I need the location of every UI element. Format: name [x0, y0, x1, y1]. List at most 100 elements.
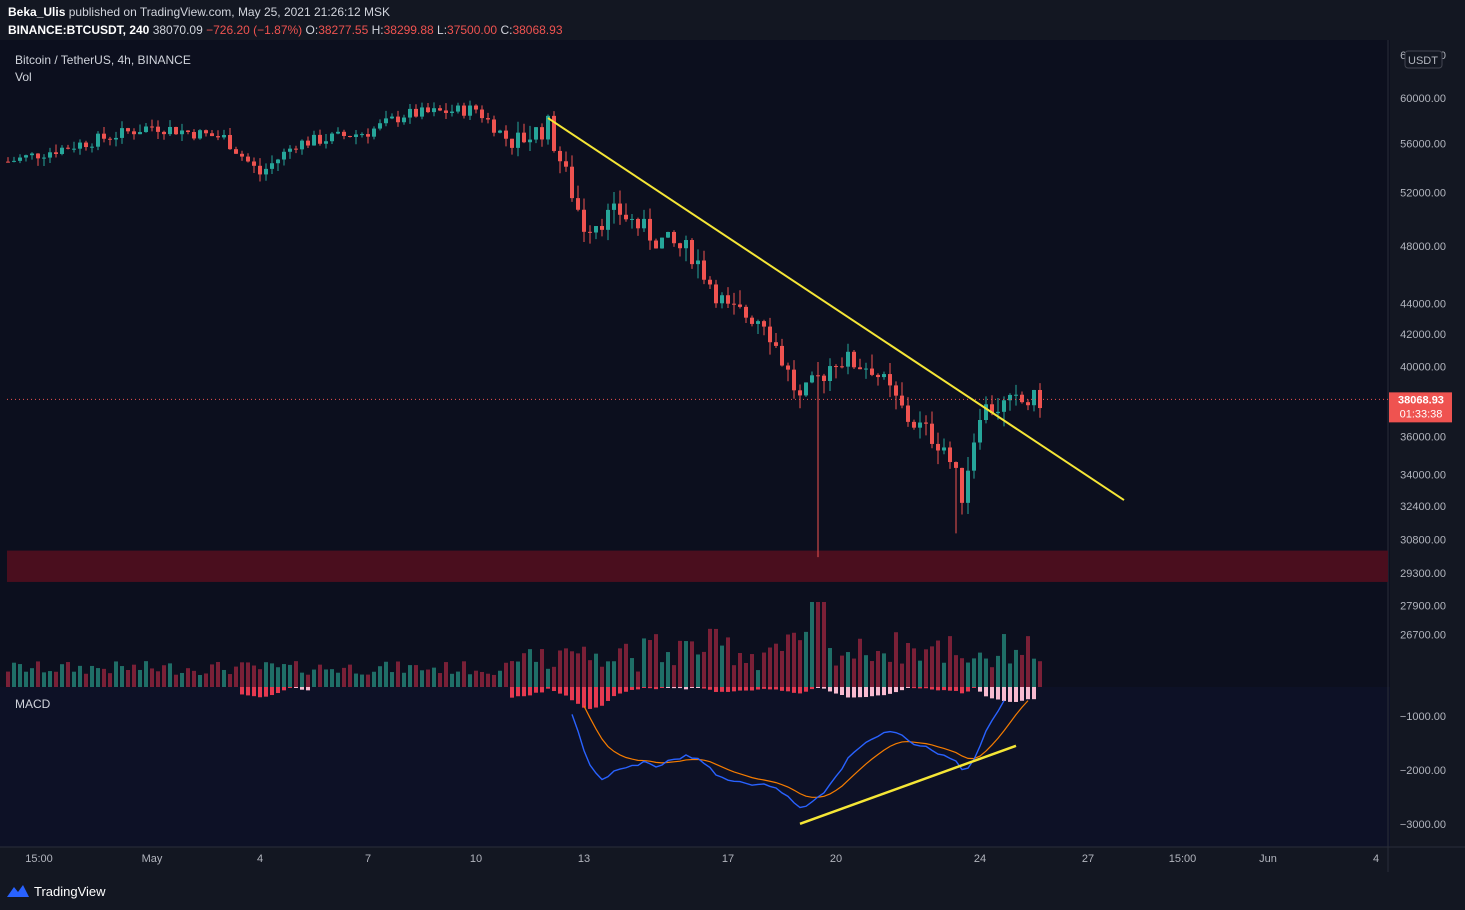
currency-badge[interactable] — [1404, 50, 1443, 69]
macd-hist-bar — [978, 687, 982, 692]
candle-body — [912, 421, 916, 428]
macd-hist-bar — [798, 687, 802, 694]
candle-body — [1002, 400, 1006, 412]
candle-body — [810, 375, 814, 383]
author-name[interactable]: Beka_Ulis — [8, 5, 66, 19]
volume-bar — [822, 602, 826, 687]
macd-axis[interactable]: −1000.00 −2000.00 −3000.00 — [1400, 711, 1446, 831]
candle-body — [228, 134, 232, 150]
volume-bar — [48, 671, 52, 687]
candle-body — [204, 130, 208, 134]
macd-hist-bar — [546, 687, 550, 689]
volume-bar — [186, 668, 190, 687]
macd-hist-bar — [756, 687, 760, 690]
trendline[interactable] — [547, 117, 1125, 501]
chart-canvas[interactable]: Bitcoin / TetherUS, 4h, BINANCE Vol MACD… — [0, 40, 1465, 872]
publish-text: published on TradingView.com, May 25, 20… — [68, 5, 391, 19]
volume-bar — [396, 661, 400, 687]
candle-body — [756, 321, 760, 324]
candle-body — [576, 198, 580, 210]
candle-body — [558, 150, 562, 162]
candle-body — [156, 126, 160, 132]
volume-bar — [594, 653, 598, 687]
volume-bar — [78, 665, 82, 687]
macd-hist-bar — [630, 687, 634, 690]
volume-bar — [540, 649, 544, 687]
volume-bar — [1038, 661, 1042, 687]
tradingview-logo-icon[interactable] — [6, 883, 30, 899]
support-zone[interactable] — [7, 550, 1388, 582]
candle-body — [390, 116, 394, 119]
candle-body — [942, 447, 946, 451]
candle-body — [612, 203, 616, 210]
candle-body — [258, 165, 262, 175]
volume-bar — [90, 665, 94, 687]
macd-hist-bar — [282, 687, 286, 691]
candle-body — [264, 168, 268, 175]
candle-body — [360, 134, 364, 136]
volume-bar — [12, 662, 16, 687]
volume-bar — [942, 662, 946, 687]
macd-hist-bar — [948, 687, 952, 691]
macd-hist-bar — [576, 687, 580, 704]
volume-bar — [798, 640, 802, 687]
candle-body — [840, 366, 844, 368]
candle-body — [366, 134, 370, 137]
volume-bar — [654, 634, 658, 687]
volume-bar — [960, 658, 964, 687]
volume-bar — [192, 670, 196, 687]
macd-hist-bar — [300, 687, 304, 690]
price-tick: 27900.00 — [1400, 600, 1446, 612]
time-axis[interactable]: 15:00 May 4 7 10 13 17 20 24 27 15:00 Jun 4 — [25, 853, 1379, 865]
candles — [6, 100, 1042, 558]
macd-trendline[interactable] — [799, 744, 1017, 826]
volume-bar — [138, 669, 142, 687]
price-tick: 44000.00 — [1400, 298, 1446, 310]
candle-body — [288, 148, 292, 152]
macd-hist-bar — [654, 687, 658, 690]
volume-bar — [60, 664, 64, 687]
macd-hist-bar — [696, 687, 700, 688]
candle-body — [186, 130, 190, 133]
candle-body — [252, 161, 256, 166]
candle-body — [180, 130, 184, 135]
candle-body — [504, 130, 508, 139]
price-tick: 36000.00 — [1400, 431, 1446, 443]
macd-hist-bar — [522, 687, 526, 697]
chart-title: Bitcoin / TetherUS, 4h, BINANCE — [15, 53, 191, 67]
candle-body — [708, 279, 712, 285]
macd-tick: −1000.00 — [1400, 711, 1446, 723]
volume-bar — [126, 669, 130, 687]
macd-hist-bar — [972, 687, 976, 688]
volume-bar — [210, 664, 214, 687]
price-axis[interactable]: 64000.0060000.0056000.0052000.0048000.00… — [1400, 50, 1446, 641]
volume-bar — [792, 632, 796, 687]
volume-bar — [468, 674, 472, 687]
candle-body — [54, 152, 58, 154]
candle-body — [804, 382, 808, 396]
macd-hist-bar — [528, 687, 532, 696]
macd-hist-bar — [570, 687, 574, 701]
volume-bar — [264, 662, 268, 687]
volume-bar — [294, 661, 298, 687]
macd-hist-bar — [540, 687, 544, 693]
volume-bar — [768, 647, 772, 687]
volume-bar — [174, 674, 178, 687]
footer-brand[interactable]: TradingView — [34, 884, 106, 899]
candle-body — [162, 131, 166, 135]
volume-bar — [222, 669, 226, 687]
macd-hist-bar — [648, 687, 652, 689]
volume-bar — [168, 663, 172, 687]
candle-body — [18, 157, 22, 161]
volume-bar — [738, 653, 742, 687]
countdown-text: 01:33:38 — [1400, 408, 1443, 420]
volume-bar — [360, 674, 364, 687]
volume-bar — [408, 665, 412, 687]
volume-bar — [198, 674, 202, 687]
candle-body — [690, 240, 694, 265]
macd-hist-bar — [642, 687, 646, 688]
candle-body — [606, 209, 610, 230]
volume-bar — [258, 669, 262, 687]
volume-bar — [816, 602, 820, 687]
time-tick: 4 — [257, 853, 263, 865]
